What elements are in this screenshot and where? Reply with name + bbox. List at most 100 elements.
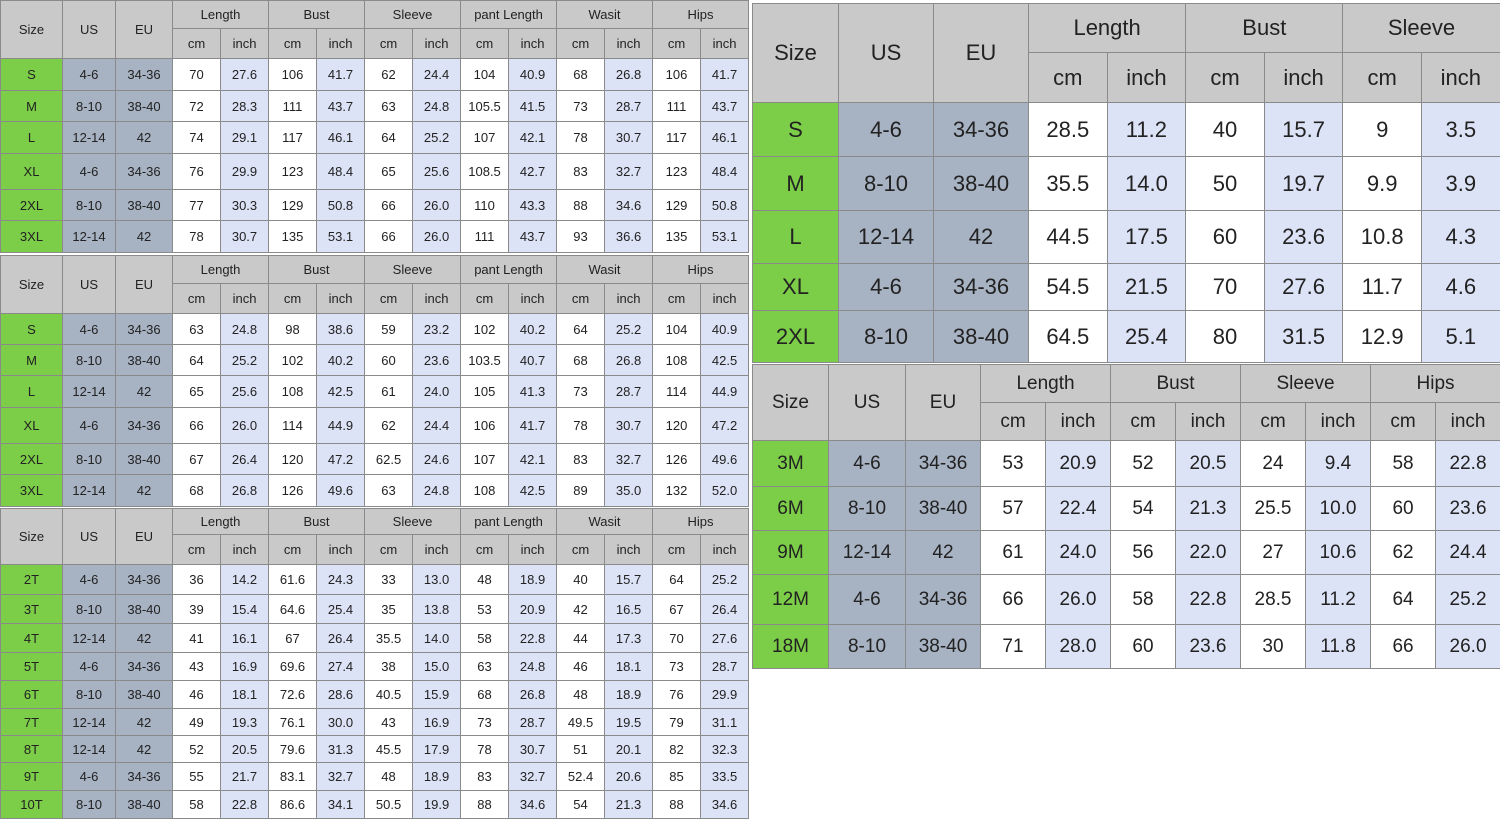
inch-cell: 31.5 xyxy=(1264,311,1343,363)
cm-cell: 46 xyxy=(173,681,221,709)
header-group: pant Length xyxy=(461,1,557,29)
header-us: US xyxy=(63,1,116,59)
cm-cell: 73 xyxy=(653,653,701,681)
us-cell: 12-14 xyxy=(63,475,116,507)
size-cell: 6M xyxy=(753,487,829,531)
header-size: Size xyxy=(1,509,63,565)
cm-cell: 9 xyxy=(1343,103,1422,157)
inch-cell: 24.4 xyxy=(413,59,461,91)
cm-cell: 72 xyxy=(173,91,221,122)
cm-cell: 60 xyxy=(365,345,413,376)
header-eu: EU xyxy=(116,509,173,565)
size-cell: S xyxy=(753,103,839,157)
cm-cell: 45.5 xyxy=(365,736,413,763)
header-group: Sleeve xyxy=(365,1,461,29)
us-cell: 4-6 xyxy=(63,408,116,444)
inch-cell: 28.7 xyxy=(509,709,557,736)
cm-cell: 54 xyxy=(1111,487,1176,531)
header-size: Size xyxy=(1,1,63,59)
inch-cell: 23.6 xyxy=(1176,625,1241,669)
cm-cell: 62 xyxy=(365,59,413,91)
inch-cell: 19.9 xyxy=(413,791,461,819)
inch-cell: 42.5 xyxy=(317,376,365,408)
eu-cell: 42 xyxy=(116,122,173,154)
inch-cell: 26.4 xyxy=(317,624,365,653)
eu-cell: 34-36 xyxy=(906,575,981,625)
inch-cell: 42.7 xyxy=(509,154,557,190)
eu-cell: 38-40 xyxy=(906,625,981,669)
inch-cell: 5.1 xyxy=(1421,311,1500,363)
cm-cell: 33 xyxy=(365,565,413,595)
cm-cell: 42 xyxy=(557,595,605,624)
inch-cell: 41.7 xyxy=(701,59,749,91)
cm-cell: 48 xyxy=(365,763,413,791)
us-cell: 12-14 xyxy=(63,122,116,154)
cm-cell: 64.5 xyxy=(1029,311,1108,363)
cm-cell: 50 xyxy=(1186,157,1265,211)
header-cm: cm xyxy=(1111,403,1176,441)
size-cell: 10T xyxy=(1,791,63,819)
inch-cell: 42.1 xyxy=(509,444,557,475)
header-group: Sleeve xyxy=(1241,365,1371,403)
cm-cell: 117 xyxy=(653,122,701,154)
inch-cell: 21.5 xyxy=(1107,264,1186,311)
cm-cell: 58 xyxy=(173,791,221,819)
cm-cell: 132 xyxy=(653,475,701,507)
inch-cell: 21.3 xyxy=(1176,487,1241,531)
inch-cell: 25.2 xyxy=(1436,575,1500,625)
inch-cell: 41.7 xyxy=(317,59,365,91)
inch-cell: 44.9 xyxy=(701,376,749,408)
cm-cell: 114 xyxy=(653,376,701,408)
inch-cell: 46.1 xyxy=(701,122,749,154)
header-cm: cm xyxy=(1371,403,1436,441)
header-inch: inch xyxy=(413,29,461,59)
inch-cell: 13.0 xyxy=(413,565,461,595)
cm-cell: 11.7 xyxy=(1343,264,1422,311)
cm-cell: 83 xyxy=(461,763,509,791)
inch-cell: 18.9 xyxy=(413,763,461,791)
inch-cell: 26.8 xyxy=(605,59,653,91)
header-group: Length xyxy=(981,365,1111,403)
inch-cell: 47.2 xyxy=(317,444,365,475)
inch-cell: 28.6 xyxy=(317,681,365,709)
eu-cell: 34-36 xyxy=(934,264,1029,311)
inch-cell: 26.0 xyxy=(221,408,269,444)
cm-cell: 89 xyxy=(557,475,605,507)
size-cell: 18M xyxy=(753,625,829,669)
eu-cell: 38-40 xyxy=(906,487,981,531)
inch-cell: 26.0 xyxy=(413,190,461,221)
cm-cell: 76.1 xyxy=(269,709,317,736)
inch-cell: 10.6 xyxy=(1306,531,1371,575)
eu-cell: 38-40 xyxy=(934,311,1029,363)
inch-cell: 24.4 xyxy=(413,408,461,444)
inch-cell: 20.9 xyxy=(1046,441,1111,487)
cm-cell: 108 xyxy=(269,376,317,408)
header-group: Hips xyxy=(653,509,749,535)
cm-cell: 102 xyxy=(461,314,509,345)
inch-cell: 14.0 xyxy=(1107,157,1186,211)
header-inch: inch xyxy=(221,535,269,565)
cm-cell: 60 xyxy=(1111,625,1176,669)
size-cell: 3T xyxy=(1,595,63,624)
size-cell: M xyxy=(753,157,839,211)
eu-cell: 38-40 xyxy=(116,595,173,624)
cm-cell: 79.6 xyxy=(269,736,317,763)
header-group: Wasit xyxy=(557,509,653,535)
inch-cell: 21.7 xyxy=(221,763,269,791)
cm-cell: 78 xyxy=(557,122,605,154)
inch-cell: 18.1 xyxy=(221,681,269,709)
inch-cell: 19.3 xyxy=(221,709,269,736)
cm-cell: 108.5 xyxy=(461,154,509,190)
cm-cell: 104 xyxy=(461,59,509,91)
